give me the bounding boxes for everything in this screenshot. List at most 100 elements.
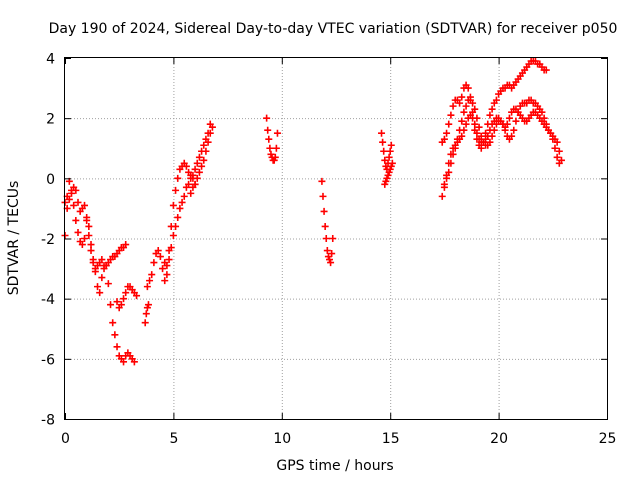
- data-point: [111, 331, 119, 339]
- data-point: [159, 265, 167, 273]
- data-point: [553, 153, 561, 161]
- data-point: [72, 216, 80, 224]
- data-point: [74, 228, 82, 236]
- data-point: [462, 102, 470, 110]
- data-point: [107, 301, 115, 309]
- data-point: [208, 123, 216, 131]
- data-point: [172, 186, 180, 194]
- data-markers: [61, 57, 565, 366]
- data-point: [271, 153, 279, 161]
- data-point: [146, 277, 154, 285]
- data-point: [458, 132, 466, 140]
- data-point: [451, 144, 459, 152]
- data-point: [443, 174, 451, 182]
- data-point: [180, 192, 188, 200]
- data-point: [200, 156, 208, 164]
- data-point: [318, 177, 326, 185]
- x-axis-label: GPS time / hours: [276, 458, 393, 474]
- y-tick-label: -6: [41, 352, 55, 368]
- data-point: [204, 138, 212, 146]
- data-point: [172, 222, 180, 230]
- data-point: [477, 132, 485, 140]
- y-axis-label: SDTVAR / TECUs: [6, 181, 22, 296]
- chart-title: Day 190 of 2024, Sidereal Day-to-day VTE…: [49, 21, 618, 37]
- data-point: [120, 358, 128, 366]
- data-point: [443, 129, 451, 137]
- data-point: [169, 201, 177, 209]
- data-point: [161, 277, 169, 285]
- data-point: [176, 204, 184, 212]
- y-tick-label: 4: [46, 52, 55, 68]
- data-point: [133, 292, 141, 300]
- x-tick-label: 0: [61, 431, 70, 447]
- data-point: [122, 289, 130, 297]
- data-point: [150, 259, 158, 267]
- data-point: [206, 129, 214, 137]
- data-point: [453, 135, 461, 143]
- y-tick-label: -2: [41, 232, 55, 248]
- data-point: [475, 123, 483, 131]
- data-point: [68, 189, 76, 197]
- data-point: [167, 244, 175, 252]
- data-point: [81, 235, 89, 242]
- data-point: [187, 189, 195, 197]
- data-point: [154, 247, 162, 255]
- data-point: [510, 126, 518, 134]
- data-point: [122, 241, 130, 249]
- x-tick-label: 10: [273, 431, 291, 447]
- data-point: [264, 126, 272, 134]
- data-point: [87, 241, 95, 249]
- data-point: [542, 120, 550, 128]
- data-point: [557, 156, 565, 164]
- data-point: [438, 192, 446, 200]
- data-point: [113, 343, 121, 351]
- data-point: [538, 108, 546, 116]
- data-point: [505, 114, 513, 122]
- data-point: [200, 141, 208, 149]
- data-point: [329, 235, 337, 242]
- data-point: [508, 132, 516, 140]
- plot-frame: [64, 57, 608, 420]
- data-point: [83, 213, 91, 221]
- data-point: [553, 138, 561, 146]
- data-point: [65, 195, 73, 203]
- data-point: [469, 99, 477, 107]
- data-point: [70, 201, 78, 209]
- data-point: [72, 186, 80, 194]
- data-point: [144, 301, 152, 309]
- data-point: [98, 274, 106, 282]
- x-tick-label: 20: [490, 431, 508, 447]
- data-point: [78, 241, 86, 249]
- data-point: [380, 147, 388, 155]
- data-point: [104, 280, 112, 288]
- y-tick-label: -4: [41, 292, 55, 308]
- data-point: [473, 129, 481, 137]
- data-point: [486, 111, 494, 119]
- data-point: [193, 159, 201, 167]
- data-point: [141, 319, 149, 327]
- data-point: [182, 162, 190, 170]
- data-point: [449, 102, 457, 110]
- data-point: [378, 129, 386, 137]
- data-point: [195, 153, 203, 161]
- data-point: [456, 99, 464, 107]
- data-point: [89, 259, 97, 267]
- axis-ticks: [65, 58, 608, 420]
- data-point: [555, 147, 563, 155]
- x-tick-label: 15: [382, 431, 400, 447]
- data-point: [265, 135, 273, 143]
- data-point: [551, 144, 559, 152]
- data-point: [447, 111, 455, 119]
- data-point: [458, 117, 466, 125]
- data-point: [440, 135, 448, 143]
- data-point: [148, 271, 156, 279]
- data-point: [460, 108, 468, 116]
- data-point: [477, 144, 485, 152]
- data-point: [458, 93, 466, 101]
- data-point: [85, 231, 93, 239]
- data-point: [379, 138, 387, 146]
- data-point: [94, 283, 102, 291]
- data-point: [202, 147, 210, 155]
- data-point: [117, 301, 125, 309]
